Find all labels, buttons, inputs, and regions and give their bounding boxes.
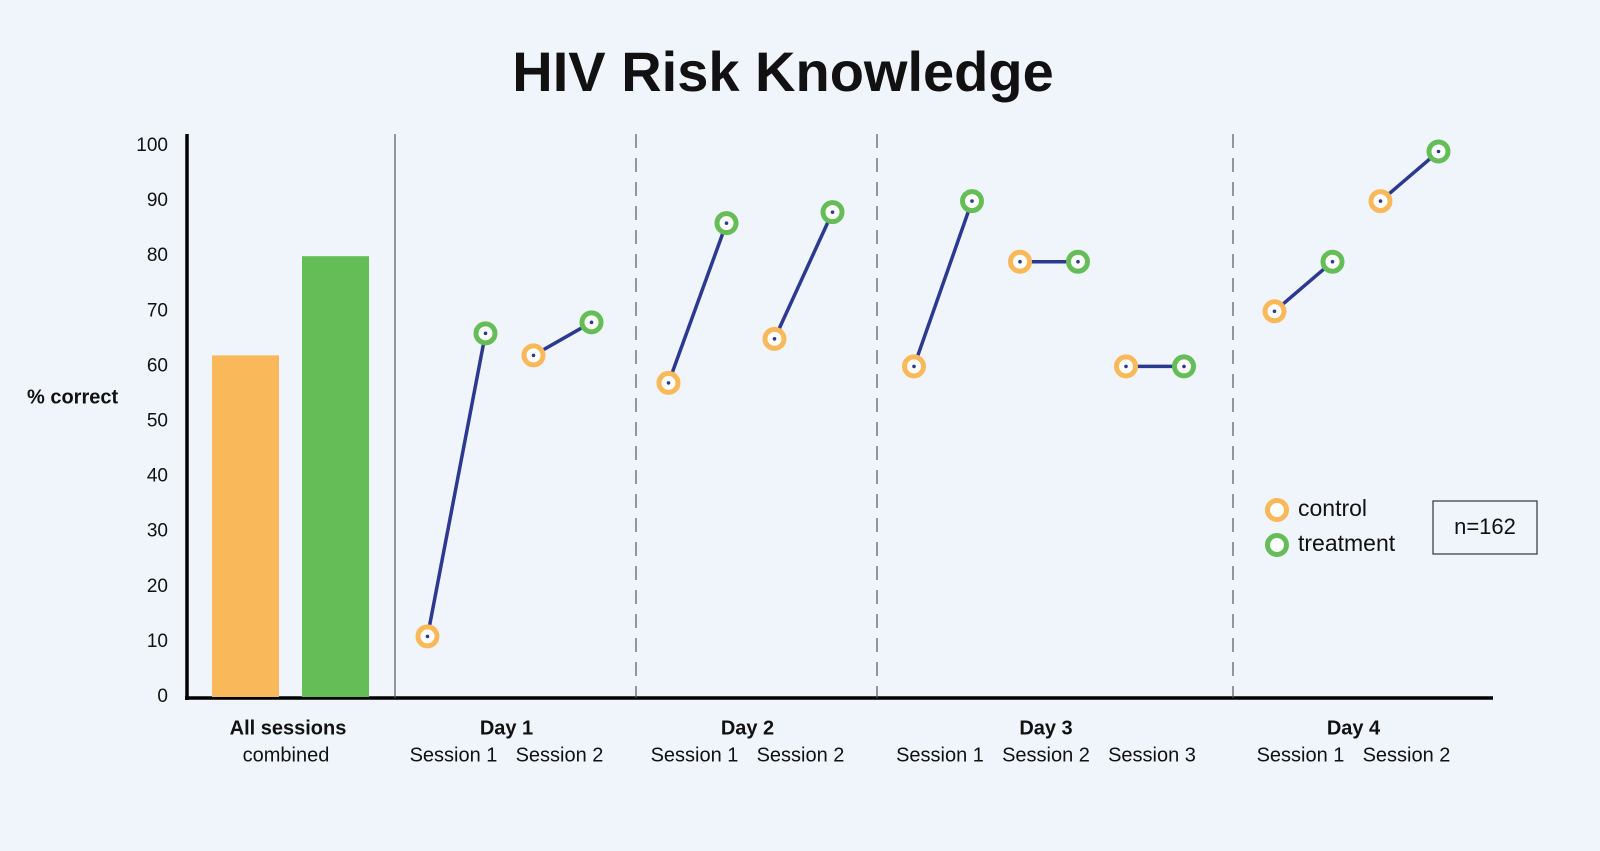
point-center <box>483 331 488 336</box>
point-center <box>772 337 777 341</box>
y-axis-label: % correct <box>27 386 118 408</box>
slope-line <box>1379 150 1440 203</box>
session-label: Session 2 <box>1363 744 1451 766</box>
annotation: n=162 <box>1454 514 1516 539</box>
session-label: Session 1 <box>1257 744 1345 766</box>
legend-marker <box>1265 498 1289 522</box>
legend-label: treatment <box>1298 530 1396 556</box>
group-sublabel: combined <box>243 744 330 766</box>
group-label: Day 1 <box>480 717 533 739</box>
slope-line <box>666 222 729 384</box>
session-label: Session 1 <box>651 744 739 766</box>
y-tick-label: 70 <box>147 300 168 321</box>
y-tick-label: 50 <box>147 411 168 432</box>
slope-line <box>425 333 488 637</box>
bar <box>302 256 369 697</box>
chart-title: HIV Risk Knowledge <box>512 40 1053 103</box>
point-center <box>531 353 536 358</box>
point-center <box>1076 259 1080 264</box>
y-tick-label: 40 <box>147 466 168 487</box>
slope-line <box>912 200 974 367</box>
point-center <box>1378 199 1383 203</box>
slope-line <box>1273 260 1334 313</box>
group-label: Day 3 <box>1019 717 1072 739</box>
session-label: Session 2 <box>1002 744 1090 766</box>
point-center <box>1436 149 1441 154</box>
legend-label: control <box>1298 495 1367 521</box>
session-label: Session 1 <box>896 744 984 766</box>
y-tick-label: 0 <box>157 686 168 707</box>
session-label: Session 2 <box>757 744 845 766</box>
session-label: Session 3 <box>1108 744 1196 766</box>
session-label: Session 2 <box>516 744 604 766</box>
point-center <box>1330 259 1335 264</box>
y-tick-label: 100 <box>136 135 168 156</box>
session-label: Session 1 <box>410 744 498 766</box>
y-tick-label: 20 <box>147 576 168 597</box>
slope-line <box>772 211 835 340</box>
y-tick-label: 80 <box>147 245 168 266</box>
group-label: Day 2 <box>721 717 774 739</box>
point-center <box>970 199 974 203</box>
point-center <box>425 634 430 639</box>
point-center <box>666 381 671 385</box>
bar <box>212 355 279 697</box>
y-tick-label: 90 <box>147 190 168 211</box>
point-center <box>1182 364 1186 369</box>
legend-marker <box>1265 533 1289 557</box>
point-center <box>1272 309 1277 314</box>
point-center <box>1018 259 1022 264</box>
y-tick-label: 60 <box>147 355 168 376</box>
point-center <box>724 221 729 225</box>
annotation-box <box>1432 500 1538 555</box>
group-label: Day 4 <box>1327 717 1381 739</box>
point-center <box>912 364 916 369</box>
point-center <box>589 320 594 325</box>
group-label: All sessions <box>230 717 347 739</box>
point-center <box>830 210 835 214</box>
y-tick-label: 30 <box>147 521 168 542</box>
point-center <box>1124 364 1128 369</box>
y-tick-label: 10 <box>147 631 168 652</box>
